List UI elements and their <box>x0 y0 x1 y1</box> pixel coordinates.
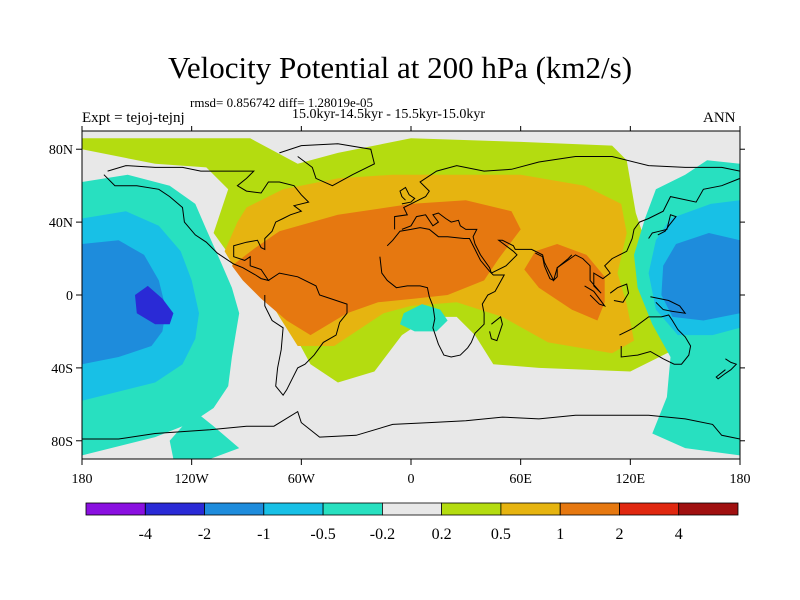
x-tick-label: 180 <box>72 472 93 487</box>
colorbar-label: 4 <box>675 526 683 543</box>
x-tick-label: 120E <box>616 472 646 487</box>
coastline-new-guinea <box>650 296 687 314</box>
x-tick-label: 0 <box>408 472 415 487</box>
chart-title: Velocity Potential at 200 hPa (km2/s) <box>167 50 633 85</box>
season-label: ANN <box>703 110 736 126</box>
colorbar-label: 0.5 <box>491 526 511 543</box>
y-tick-label: 80S <box>51 435 73 450</box>
x-axis: 180 120W 60W 0 60E 120E 180 <box>72 126 751 487</box>
coastline-australia <box>619 314 692 365</box>
colorbar-label: -0.2 <box>370 526 395 543</box>
coastline-north-america <box>103 165 310 282</box>
coastline-greenland <box>279 143 375 187</box>
coastline-uk <box>399 186 416 205</box>
colorbar-swatch <box>500 502 561 516</box>
chart-subtitle: 15.0kyr-14.5kyr - 15.5kyr-15.0kyr <box>292 107 486 122</box>
coastline-eurasia <box>394 156 740 294</box>
colorbar-swatch <box>619 502 680 516</box>
coastline-indian-subcontinent <box>535 252 573 282</box>
max-africa-atlantic <box>231 200 521 336</box>
min-west-pacific <box>661 233 740 321</box>
coastline-sumatra <box>584 285 607 307</box>
colorbar-label: -1 <box>257 526 270 543</box>
experiment-label: Expt = tejoj-tejnj <box>82 110 185 126</box>
stats-label: rmsd= 0.856742 diff= 1.28019e-05 <box>190 95 374 110</box>
colorbar-swatch <box>204 502 265 516</box>
coastline-new-zealand <box>715 358 738 380</box>
colorbar-swatch <box>144 502 206 516</box>
colorbar-label: -4 <box>139 526 152 543</box>
x-tick-label: 180 <box>730 472 751 487</box>
colorbar-swatch <box>678 502 739 516</box>
colorbar-label: -0.5 <box>310 526 335 543</box>
colorbar-label: -2 <box>198 526 211 543</box>
x-tick-label: 60W <box>288 472 316 487</box>
colorbar-swatch <box>263 502 324 516</box>
y-tick-label: 40N <box>49 216 73 231</box>
y-tick-label: 0 <box>66 289 73 304</box>
coastline-antarctica <box>82 410 740 440</box>
x-tick-label: 120W <box>175 472 210 487</box>
colorbar: -4 -2 -1 -0.5 -0.2 0.2 0.5 1 2 4 <box>85 502 739 543</box>
x-tick-label: 60E <box>509 472 532 487</box>
coastline-japan <box>648 214 677 239</box>
y-tick-label: 40S <box>51 362 73 377</box>
colorbar-swatch <box>441 502 502 516</box>
y-axis: 80N 40N 0 40S 80S <box>49 143 745 450</box>
colorbar-swatch <box>85 502 146 516</box>
coastline-africa <box>379 227 506 358</box>
coastline-madagascar <box>489 316 503 342</box>
min-east-pacific <box>135 285 174 325</box>
coastlines <box>82 143 740 440</box>
colorbar-label: 2 <box>616 526 624 543</box>
coastline-south-america <box>264 272 348 397</box>
colorbar-label: 1 <box>556 526 564 543</box>
y-tick-label: 80N <box>49 143 73 158</box>
colorbar-swatch <box>381 502 443 516</box>
colorbar-label: 0.2 <box>432 526 452 543</box>
southwest-teal <box>169 411 240 459</box>
pacific-blue <box>82 240 167 365</box>
colorbar-swatch <box>322 502 383 516</box>
coastline-borneo <box>609 283 630 303</box>
velocity-potential-field <box>82 131 740 459</box>
min-south-atlantic <box>400 304 448 332</box>
colorbar-swatch <box>559 502 620 516</box>
